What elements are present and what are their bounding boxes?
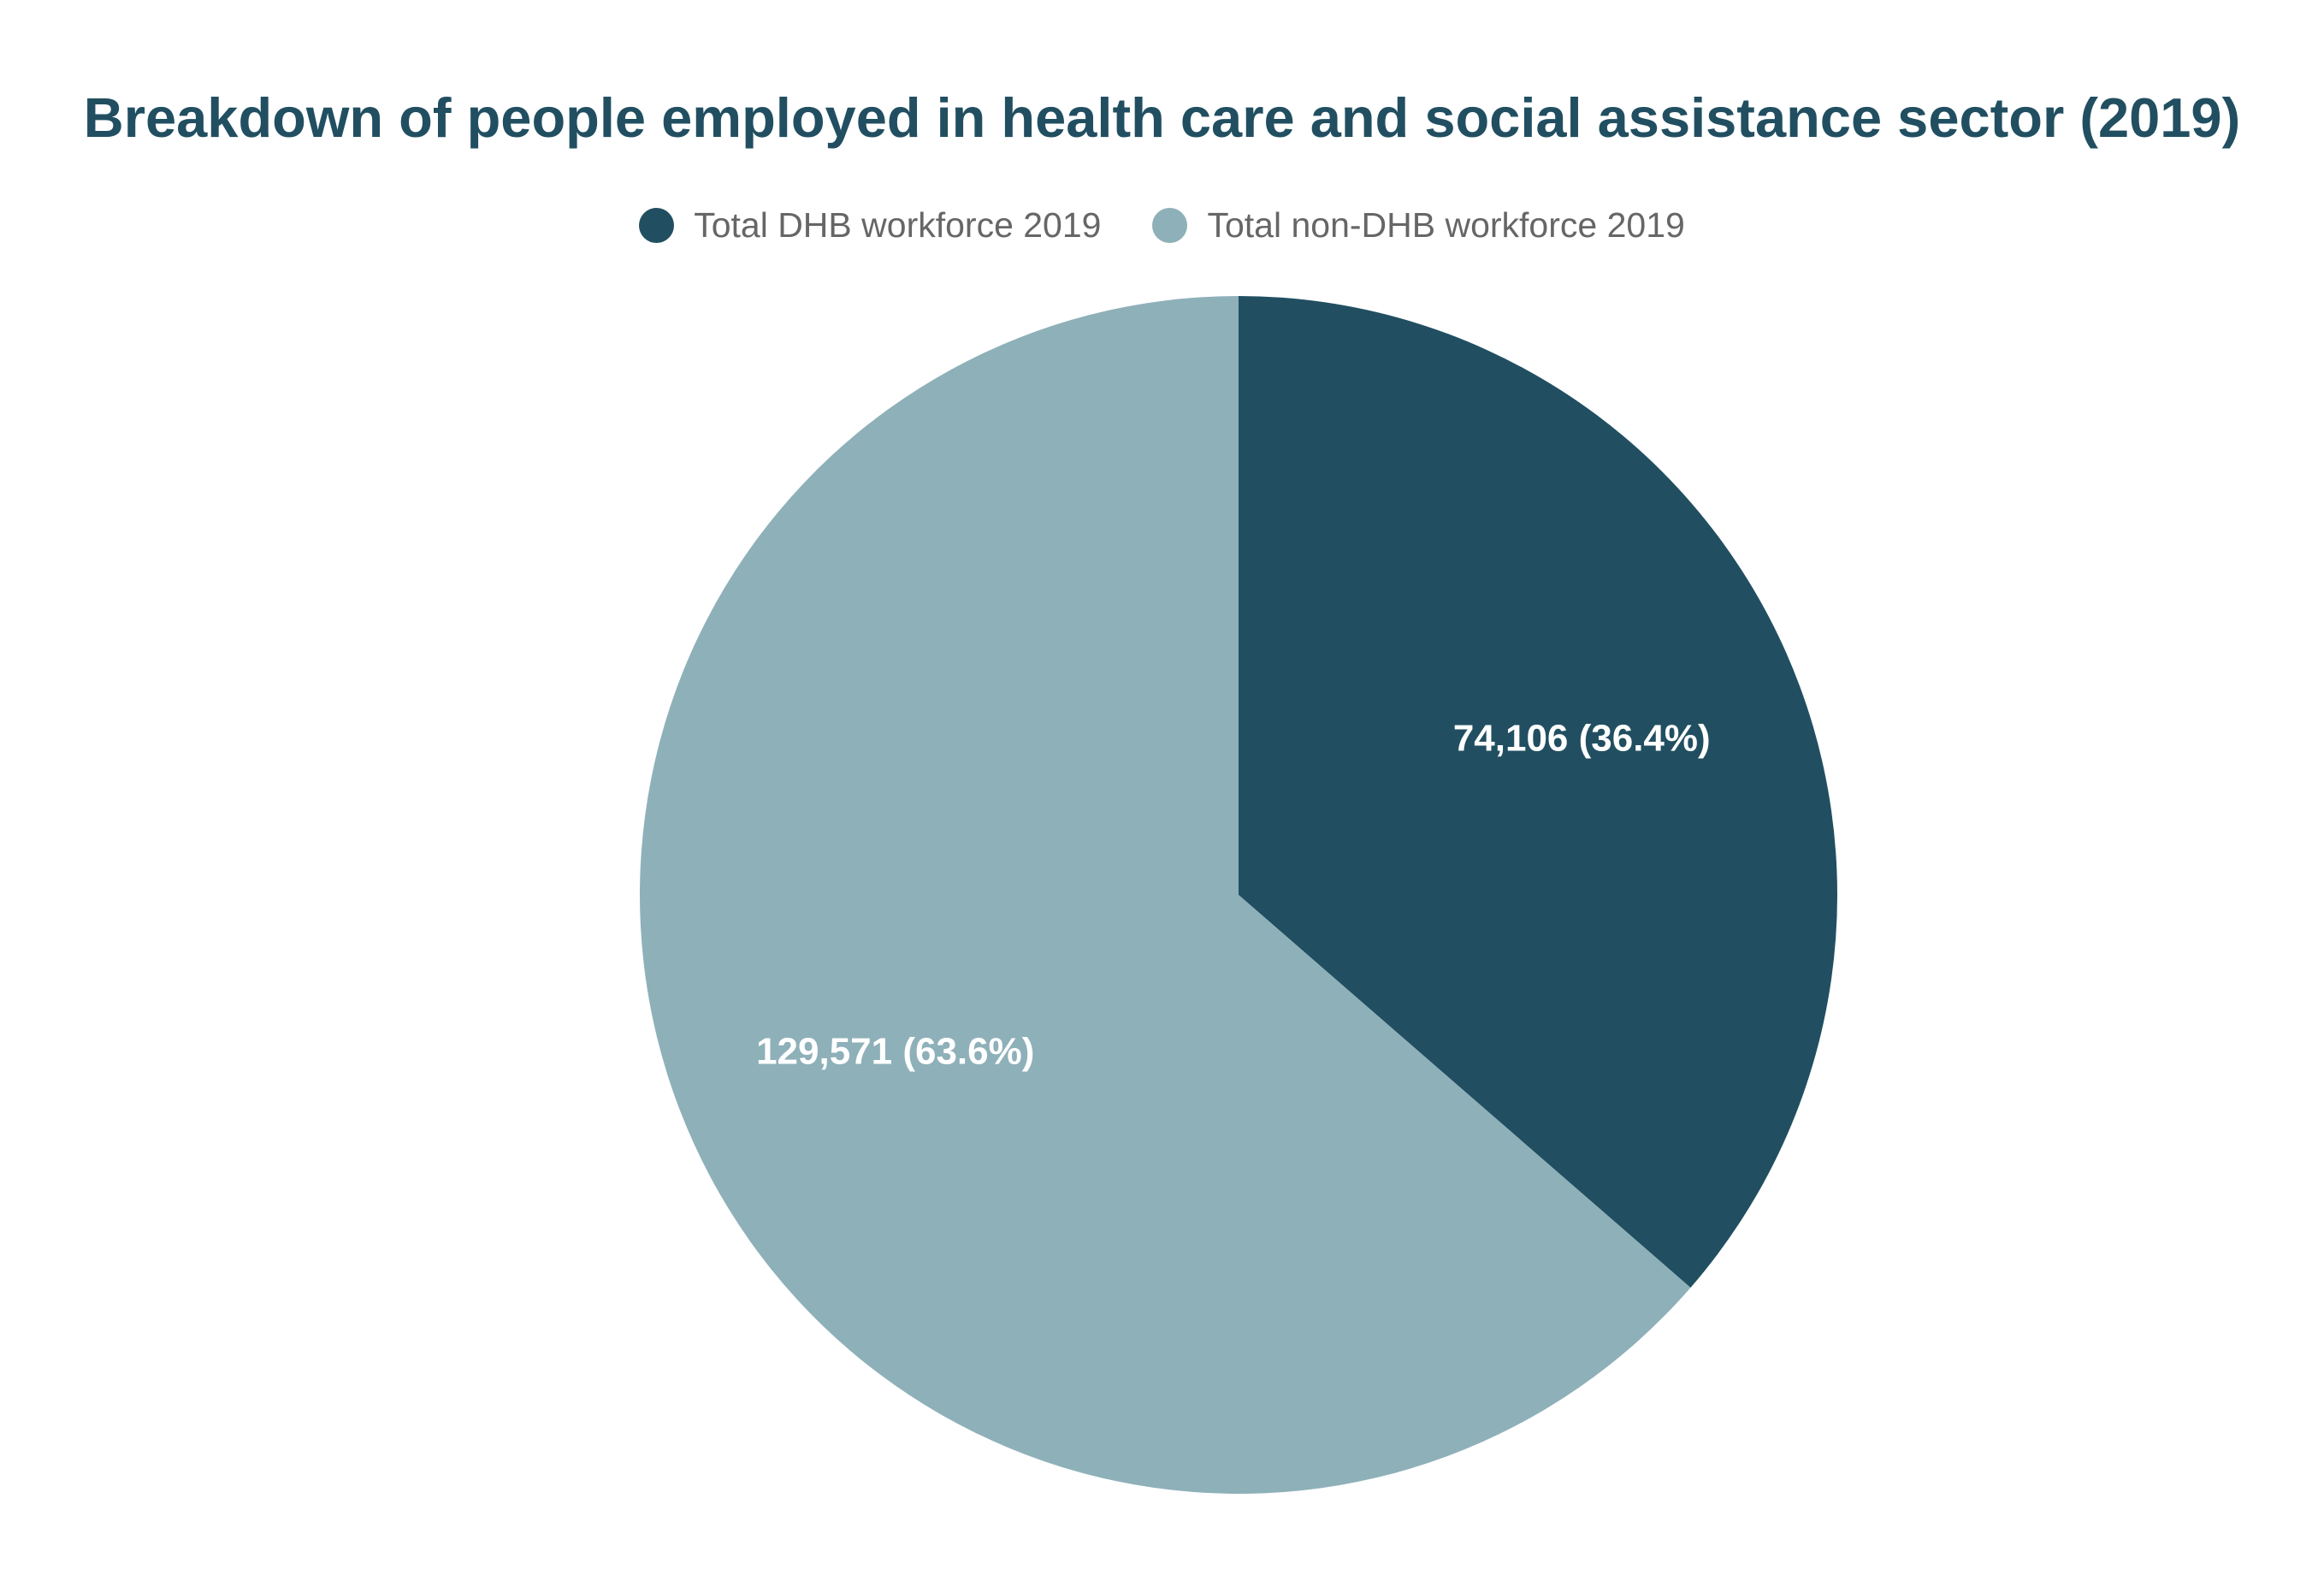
pie-slice-labels: 74,106 (36.4%) 129,571 (63.6%)	[756, 718, 1711, 1073]
legend: Total DHB workforce 2019 Total non-DHB w…	[0, 202, 2324, 248]
legend-item-non-dhb[interactable]: Total non-DHB workforce 2019	[1152, 204, 1685, 246]
pie-label-non-dhb: 129,571 (63.6%)	[756, 1030, 1034, 1072]
legend-label-dhb: Total DHB workforce 2019	[694, 204, 1102, 245]
chart-title: Breakdown of people employed in health c…	[83, 86, 2241, 149]
legend-swatch-dhb	[639, 207, 675, 243]
pie-slices	[640, 296, 1837, 1494]
pie-slice-non-dhb[interactable]	[640, 296, 1691, 1494]
pie-slice-dhb[interactable]	[1239, 296, 1837, 1288]
legend-label-non-dhb: Total non-DHB workforce 2019	[1207, 204, 1685, 245]
pie-label-dhb: 74,106 (36.4%)	[1453, 718, 1711, 760]
legend-item-dhb[interactable]: Total DHB workforce 2019	[639, 205, 1101, 246]
legend-swatch-non-dhb	[1152, 207, 1188, 243]
